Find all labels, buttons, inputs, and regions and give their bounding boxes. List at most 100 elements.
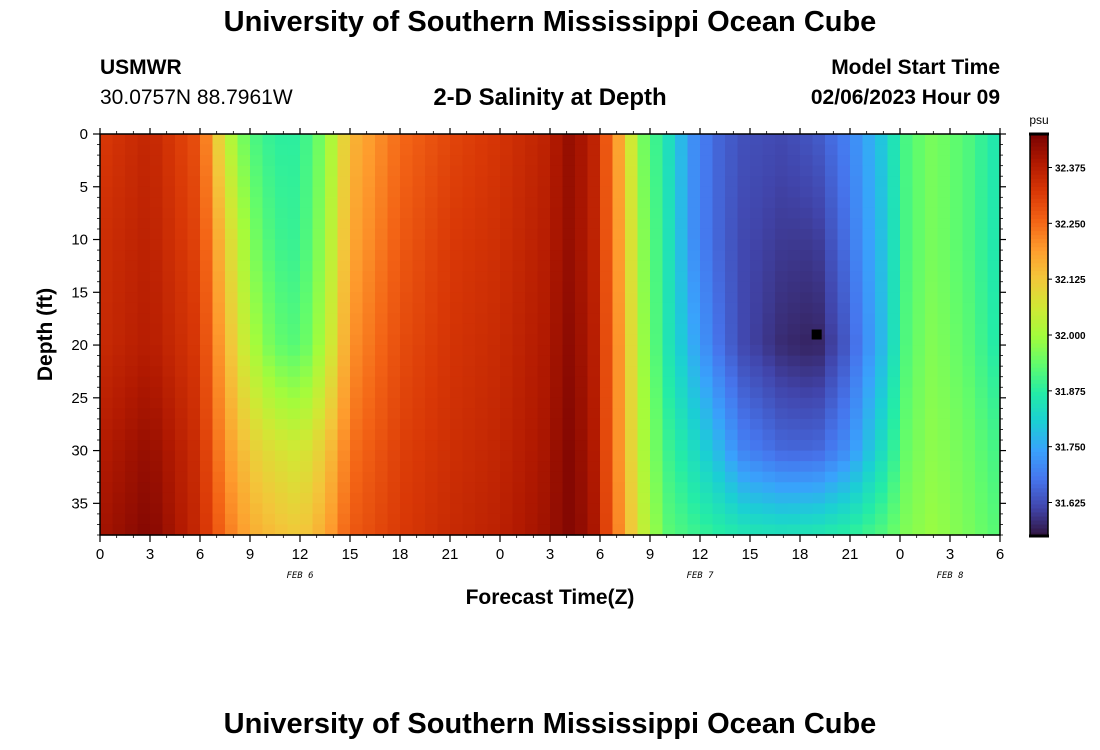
heatmap-cell (275, 165, 289, 177)
heatmap-cell (975, 345, 989, 357)
heatmap-cell (200, 524, 214, 536)
heatmap-cell (687, 176, 701, 188)
heatmap-cell (537, 176, 551, 188)
heatmap-cell (650, 218, 664, 230)
heatmap-cell (375, 513, 389, 526)
heatmap-cell (362, 144, 376, 156)
heatmap-cell (412, 482, 426, 494)
heatmap-cell (700, 144, 714, 156)
heatmap-cell (787, 207, 801, 220)
heatmap-cell (175, 260, 189, 272)
heatmap-cell (375, 492, 389, 504)
heatmap-cell (587, 144, 601, 156)
heatmap-cell (362, 387, 376, 399)
heatmap-cell (937, 197, 951, 209)
heatmap-cell (712, 302, 726, 314)
heatmap-cell (325, 450, 339, 462)
heatmap-cell (425, 271, 439, 283)
heatmap-cell (650, 503, 664, 515)
heatmap-cell (125, 281, 139, 293)
heatmap-cell (612, 218, 626, 230)
heatmap-cell (887, 218, 901, 230)
heatmap-cell (225, 207, 239, 220)
heatmap-cell (750, 313, 764, 325)
heatmap-cell (725, 482, 739, 494)
heatmap-cell (762, 207, 776, 220)
heatmap-cell (425, 376, 439, 388)
heatmap-cell (987, 176, 1001, 188)
heatmap-cell (862, 134, 876, 146)
heatmap-cell (862, 450, 876, 462)
heatmap-cell (387, 250, 401, 262)
heatmap-cell (225, 165, 239, 177)
heatmap-cell (587, 524, 601, 536)
heatmap-cell (300, 440, 314, 452)
heatmap-cell (987, 471, 1001, 483)
heatmap-cell (225, 471, 239, 483)
heatmap-cell (325, 376, 339, 388)
heatmap-cell (425, 165, 439, 177)
heatmap-cell (200, 323, 214, 336)
heatmap-cell (212, 461, 226, 473)
heatmap-cell (437, 524, 451, 536)
heatmap-cell (837, 323, 851, 336)
heatmap-cell (650, 239, 664, 251)
heatmap-cell (750, 513, 764, 526)
heatmap-cell (637, 492, 651, 504)
heatmap-cell (500, 165, 514, 177)
heatmap-cell (225, 271, 239, 283)
heatmap-cell (650, 524, 664, 536)
heatmap-cell (112, 144, 126, 156)
heatmap-cell (362, 482, 376, 494)
heatmap-cell (812, 408, 826, 420)
heatmap-cell (700, 313, 714, 325)
heatmap-cell (300, 271, 314, 283)
colorbar-segment (1030, 166, 1048, 171)
heatmap-cell (975, 450, 989, 462)
heatmap-cell (850, 207, 864, 220)
heatmap-cell (875, 228, 889, 241)
heatmap-cell (937, 345, 951, 357)
heatmap-cell (812, 524, 826, 536)
heatmap-cell (225, 260, 239, 272)
heatmap-cell (125, 207, 139, 220)
heatmap-cell (337, 207, 351, 220)
heatmap-cell (687, 461, 701, 473)
heatmap-cell (375, 334, 389, 346)
heatmap-cell (200, 302, 214, 314)
heatmap-cell (925, 429, 939, 441)
heatmap-cell (587, 155, 601, 167)
heatmap-cell (812, 250, 826, 262)
heatmap-cell (550, 355, 564, 367)
heatmap-cell (275, 134, 289, 146)
heatmap-cell (237, 218, 251, 230)
heatmap-cell (112, 387, 126, 399)
heatmap-cell (425, 218, 439, 230)
heatmap-cell (237, 281, 251, 293)
colorbar-segment (1030, 266, 1048, 272)
heatmap-cell (800, 186, 814, 198)
heatmap-cell (687, 513, 701, 526)
heatmap-cell (537, 376, 551, 388)
heatmap-cell (487, 334, 501, 346)
heatmap-cell (675, 302, 689, 314)
heatmap-cell (412, 176, 426, 188)
heatmap-cell (750, 186, 764, 198)
heatmap-cell (525, 186, 539, 198)
colorbar-segment (1030, 190, 1048, 195)
heatmap-cell (887, 355, 901, 367)
heatmap-cell (237, 176, 251, 188)
heatmap-cell (912, 513, 926, 526)
heatmap-cell (387, 450, 401, 462)
heatmap-cell (150, 334, 164, 346)
heatmap-cell (300, 345, 314, 357)
heatmap-cell (737, 323, 751, 336)
heatmap-cell (662, 482, 676, 494)
heatmap-cell (337, 239, 351, 251)
heatmap-cell (550, 429, 564, 441)
heatmap-cell (750, 334, 764, 346)
heatmap-cell (125, 450, 139, 462)
heatmap-cell (937, 207, 951, 220)
heatmap-cell (562, 281, 576, 293)
heatmap-cell (162, 165, 176, 177)
